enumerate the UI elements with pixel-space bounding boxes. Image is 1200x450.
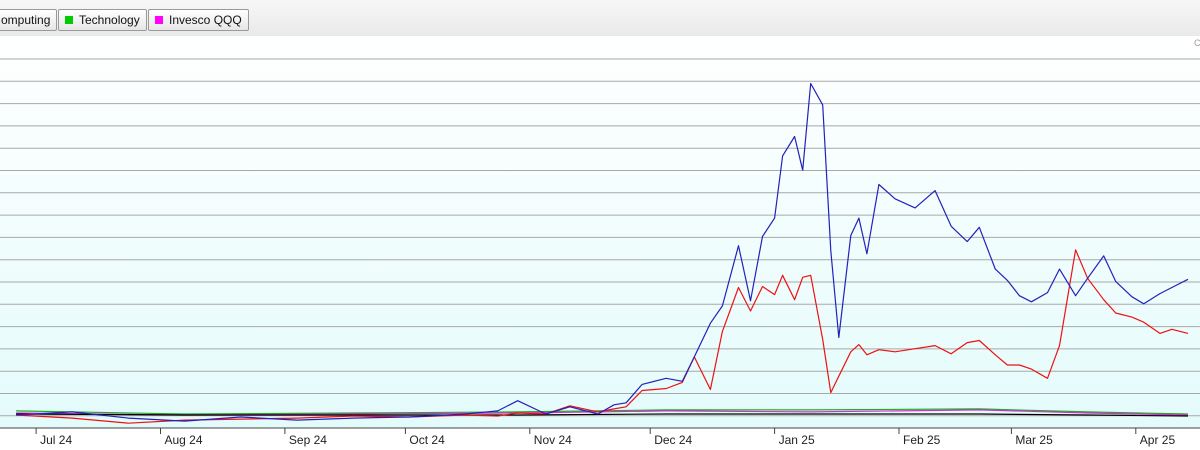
series-line-2 bbox=[16, 408, 1189, 415]
legend-button-invesco-qqq[interactable]: Invesco QQQ bbox=[148, 9, 249, 31]
legend-swatch-invesco-qqq-icon bbox=[155, 16, 163, 24]
x-tick-label: Feb 25 bbox=[903, 433, 941, 447]
legend-swatch-technology-icon bbox=[65, 16, 73, 24]
x-tick-label: Dec 24 bbox=[654, 433, 692, 447]
legend-label-technology: Technology bbox=[79, 13, 140, 27]
x-tick-label: Aug 24 bbox=[165, 433, 203, 447]
legend-label-computing: omputing bbox=[1, 13, 51, 27]
gridlines bbox=[0, 58, 1200, 417]
legend-bar: omputing Technology Invesco QQQ bbox=[0, 0, 1200, 37]
x-tick-label: Jan 25 bbox=[779, 433, 815, 447]
x-tick-label: Sep 24 bbox=[289, 433, 327, 447]
x-tick-label: Jul 24 bbox=[40, 433, 72, 447]
plot-area bbox=[0, 36, 1200, 428]
legend-label-invesco-qqq: Invesco QQQ bbox=[169, 13, 242, 27]
x-tick-label: Mar 25 bbox=[1015, 433, 1053, 447]
line-chart: Jul 24 Aug 24 Sep 24 Oct 24 Nov 24 Dec 24 Jan … bbox=[0, 36, 1200, 447]
series-line-4 bbox=[16, 413, 1189, 417]
corner-mark: C bbox=[1194, 38, 1200, 48]
x-axis-ticks: Jul 24 Aug 24 Sep 24 Oct 24 Nov 24 Dec 24 Jan … bbox=[35, 428, 1176, 447]
series-lines bbox=[16, 82, 1189, 424]
legend-button-technology[interactable]: Technology bbox=[58, 9, 147, 31]
series-line-0 bbox=[16, 82, 1189, 422]
x-tick-label: Apr 25 bbox=[1140, 433, 1176, 447]
x-tick-label: Oct 24 bbox=[409, 433, 445, 447]
legend-button-computing[interactable]: omputing bbox=[0, 9, 58, 31]
x-tick-label: Nov 24 bbox=[534, 433, 572, 447]
series-line-1 bbox=[16, 249, 1189, 424]
